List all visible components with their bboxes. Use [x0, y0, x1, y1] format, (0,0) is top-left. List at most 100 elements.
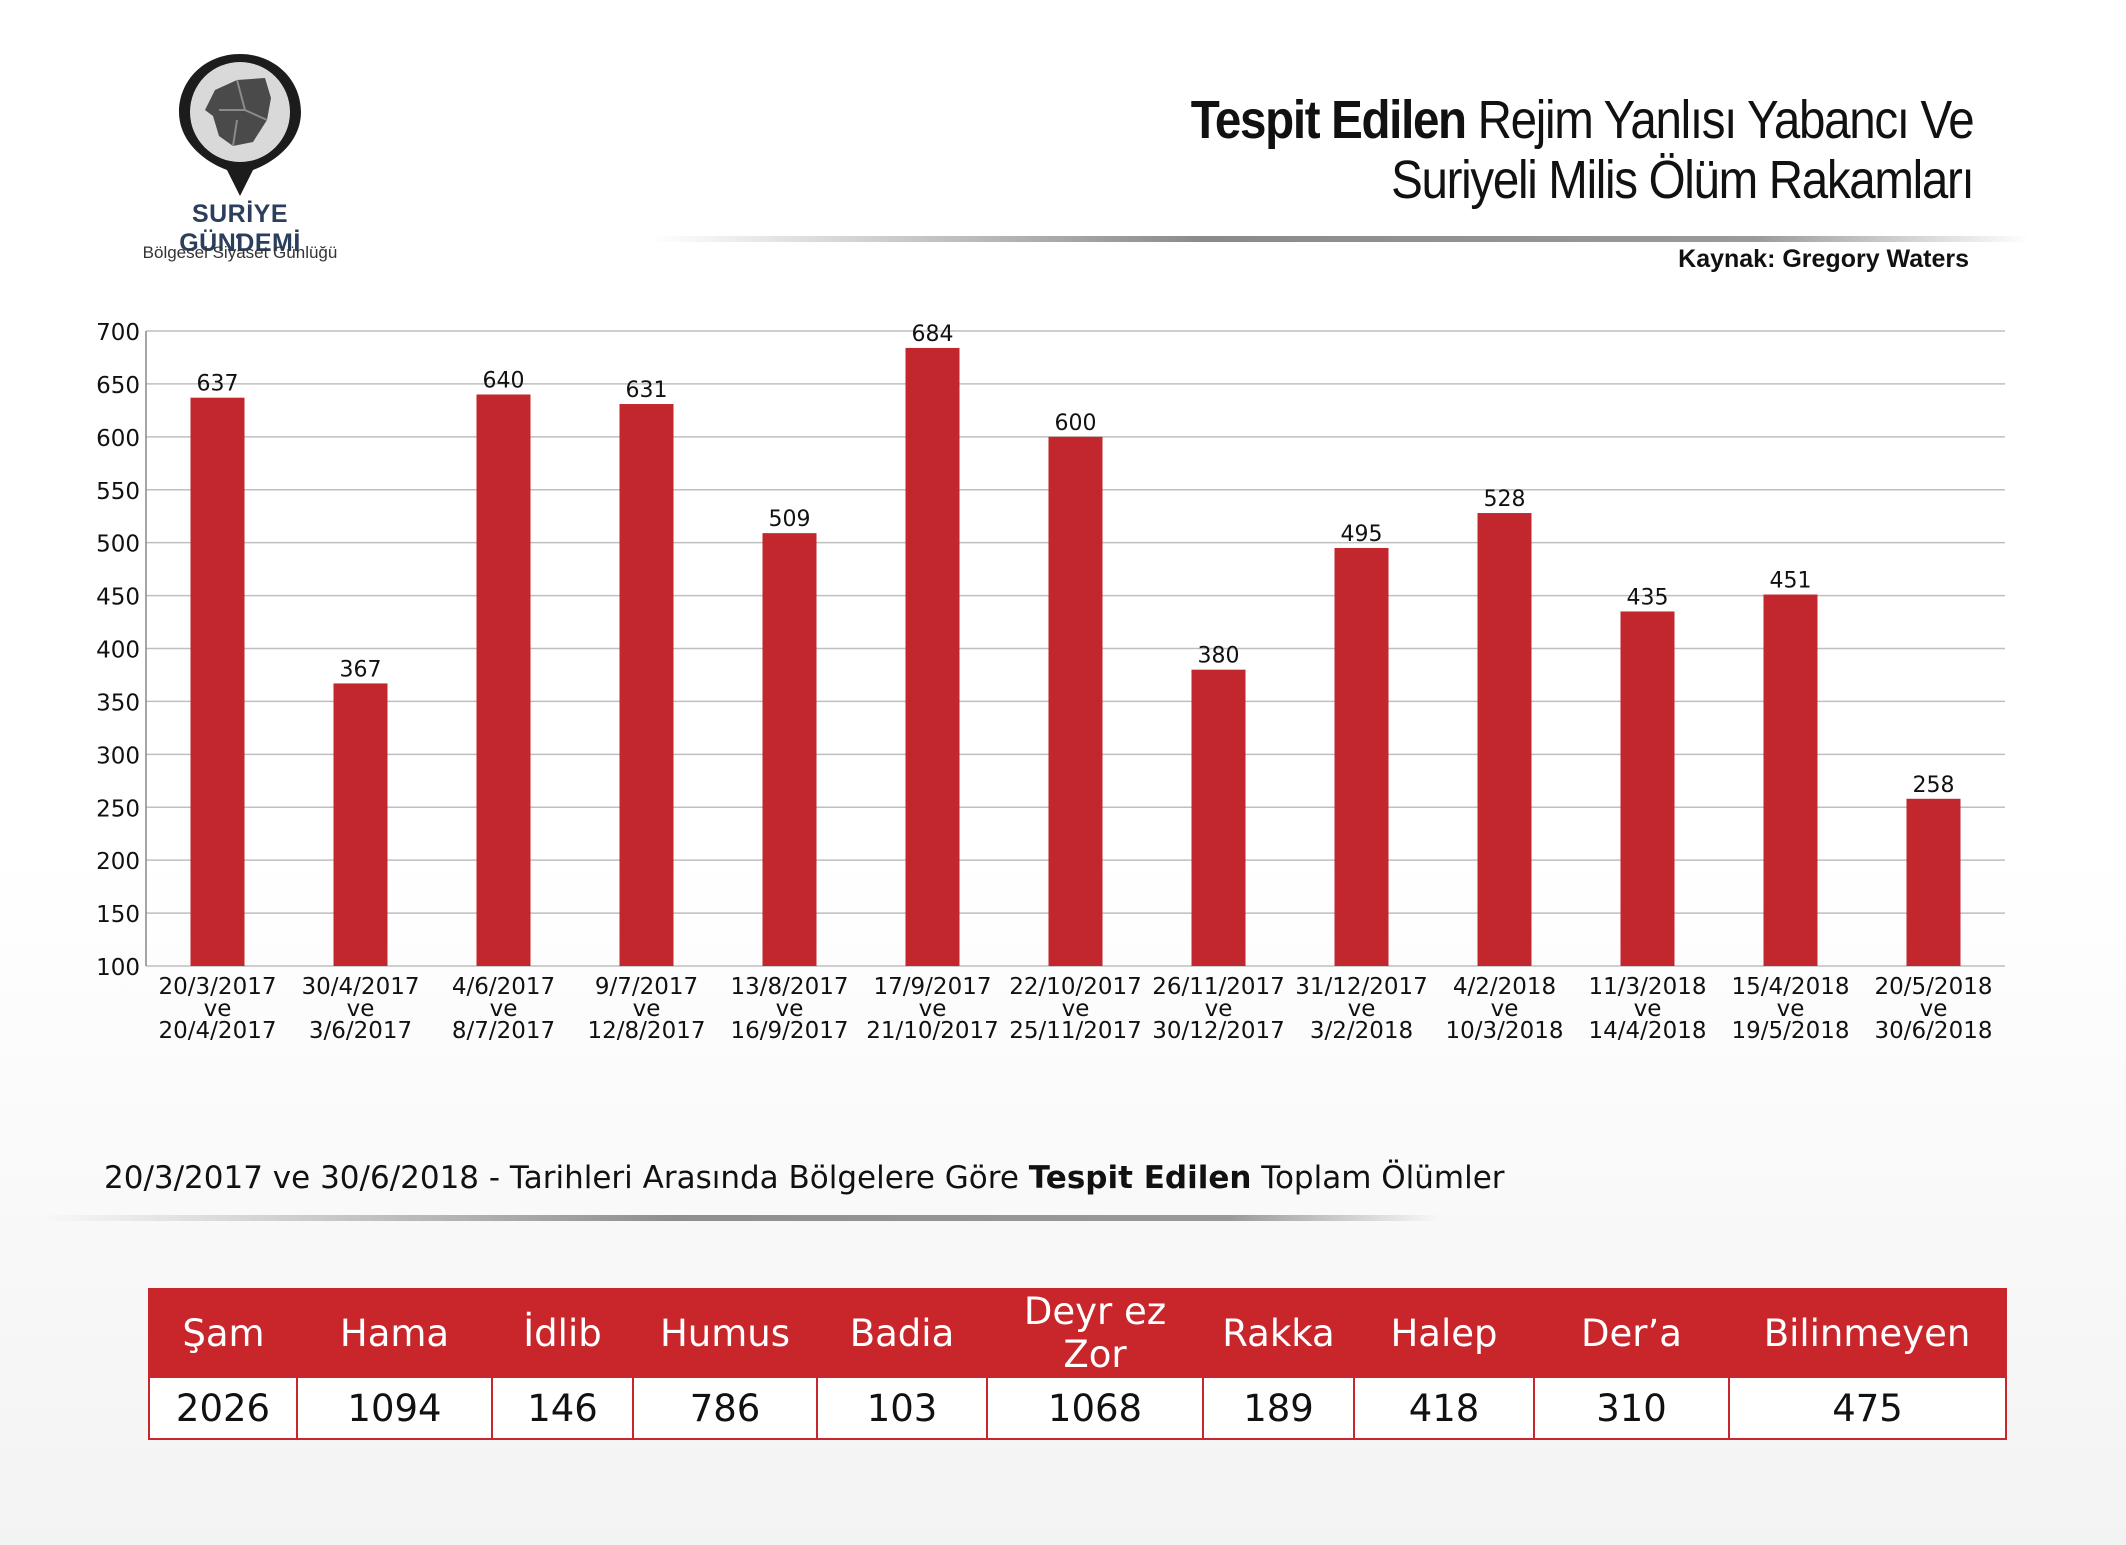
- x-tick-label: 30/12/2017: [1152, 1018, 1285, 1044]
- bar: [1191, 669, 1246, 966]
- x-tick-label: ve: [1634, 996, 1662, 1022]
- bar: [762, 533, 817, 966]
- x-tick-label: 16/9/2017: [731, 1018, 849, 1044]
- y-tick-label: 700: [96, 320, 140, 346]
- bar: [619, 404, 674, 966]
- x-tick-label: 22/10/2017: [1009, 974, 1142, 1000]
- y-tick-label: 650: [96, 373, 140, 399]
- data-label: 509: [769, 507, 811, 532]
- y-tick-label: 600: [96, 426, 140, 452]
- bar: [1334, 547, 1389, 966]
- value-cell: 146: [491, 1376, 634, 1440]
- title-line2: Suriyeli Milis Ölüm Rakamları: [1390, 150, 1975, 210]
- header-cell: Bilinmeyen: [1729, 1289, 2006, 1377]
- bar: [1048, 436, 1103, 966]
- brand-tagline: Bölgesel Siyaset Günlüğü: [142, 243, 338, 262]
- value-cell: 1068: [986, 1376, 1204, 1440]
- x-tick-label: 31/12/2017: [1295, 974, 1428, 1000]
- x-tick-label: ve: [1920, 996, 1948, 1022]
- brand-dot: [236, 234, 241, 239]
- bar: [1477, 513, 1532, 966]
- bar: [1906, 798, 1961, 966]
- table-header-row: Şam Hama İdlib Humus Badia Deyr ez Zor R…: [149, 1289, 2006, 1377]
- x-tick-label: 10/3/2018: [1446, 1018, 1564, 1044]
- header-cell: Hama: [297, 1289, 492, 1377]
- x-tick-label: 4/6/2017: [452, 974, 555, 1000]
- x-tick-label: 12/8/2017: [588, 1018, 706, 1044]
- y-tick-label: 250: [96, 796, 140, 822]
- data-labels: 637 367 640 631 509 684 600 380 495 528 435 451 258: [197, 322, 1955, 798]
- data-label: 258: [1913, 773, 1955, 798]
- x-tick-label: 17/9/2017: [874, 974, 992, 1000]
- y-tick-label: 150: [96, 902, 140, 928]
- value-cell: 786: [632, 1376, 818, 1440]
- bar: [905, 347, 960, 966]
- y-tick-label: 300: [96, 743, 140, 769]
- x-tick-label: ve: [1777, 996, 1805, 1022]
- x-tick-label: 11/3/2018: [1589, 974, 1707, 1000]
- x-tick-label: ve: [204, 996, 232, 1022]
- bar-chart: 100150200250300350400450500550600650700 …: [96, 320, 2005, 1044]
- x-tick-label: ve: [633, 996, 661, 1022]
- title-divider: [650, 236, 2030, 242]
- region-deaths-table: Şam Hama İdlib Humus Badia Deyr ez Zor R…: [148, 1288, 2007, 1440]
- data-label: 528: [1484, 487, 1526, 512]
- x-tick-label: ve: [1062, 996, 1090, 1022]
- brand-logo: SURİYE GÜNDEMİ Bölgesel Siyaset Günlüğü: [140, 50, 340, 280]
- x-tick-label: ve: [490, 996, 518, 1022]
- value-cell: 1094: [296, 1376, 493, 1440]
- x-tick-label: 14/4/2018: [1589, 1018, 1707, 1044]
- x-tick-label: 8/7/2017: [452, 1018, 555, 1044]
- value-cell: 475: [1728, 1376, 2007, 1440]
- x-tick-label: 25/11/2017: [1009, 1018, 1142, 1044]
- y-tick-label: 200: [96, 849, 140, 875]
- x-tick-label: 20/3/2017: [159, 974, 277, 1000]
- data-label: 435: [1627, 585, 1669, 610]
- header-cell: Rakka: [1203, 1289, 1354, 1377]
- x-tick-label: 19/5/2018: [1732, 1018, 1850, 1044]
- x-tick-label: 15/4/2018: [1732, 974, 1850, 1000]
- bar: [190, 397, 245, 966]
- x-axis-ticks: 20/3/2017ve20/4/201730/4/2017ve3/6/20174…: [159, 974, 1993, 1044]
- header-cell: İdlib: [492, 1289, 633, 1377]
- data-label: 640: [483, 369, 525, 394]
- data-label: 495: [1341, 522, 1383, 547]
- bar: [333, 683, 388, 966]
- x-tick-label: ve: [1491, 996, 1519, 1022]
- data-label: 451: [1770, 569, 1812, 594]
- x-tick-label: 20/4/2017: [159, 1018, 277, 1044]
- chart-bars: [190, 347, 1961, 966]
- data-label: 637: [197, 372, 239, 397]
- value-cell: 310: [1533, 1376, 1730, 1440]
- caption-divider: [40, 1215, 1440, 1221]
- x-tick-label: 13/8/2017: [731, 974, 849, 1000]
- title-bold: Tespit Edilen: [1190, 90, 1466, 150]
- header-cell: Şam: [149, 1289, 297, 1377]
- brand-name: SURİYE GÜNDEMİ: [179, 200, 301, 257]
- y-tick-label: 350: [96, 690, 140, 716]
- y-tick-label: 550: [96, 479, 140, 505]
- x-tick-label: 3/2/2018: [1310, 1018, 1413, 1044]
- data-label: 600: [1055, 411, 1097, 436]
- value-cell: 2026: [148, 1376, 298, 1440]
- x-tick-label: ve: [1348, 996, 1376, 1022]
- title-line1-rest: Rejim Yanlısı Yabancı Ve: [1465, 90, 1974, 150]
- y-tick-label: 100: [96, 955, 140, 981]
- y-axis-ticks: 100 150 200 250 300 350 400 450 500 550 600 650 700: [96, 320, 140, 981]
- x-tick-label: 4/2/2018: [1453, 974, 1556, 1000]
- header-cell: Deyr ez Zor: [987, 1289, 1203, 1377]
- x-tick-label: 20/5/2018: [1875, 974, 1993, 1000]
- y-tick-label: 400: [96, 638, 140, 664]
- header-cell: Der’a: [1534, 1289, 1729, 1377]
- x-tick-label: ve: [919, 996, 947, 1022]
- header-cell: Badia: [817, 1289, 987, 1377]
- caption-bold: Tespit Edilen: [1028, 1160, 1252, 1196]
- bar: [1620, 611, 1675, 966]
- data-label: 684: [912, 322, 954, 347]
- map-pin-icon: [179, 54, 301, 196]
- x-tick-label: 26/11/2017: [1152, 974, 1285, 1000]
- x-tick-label: 30/6/2018: [1875, 1018, 1993, 1044]
- x-tick-label: ve: [1205, 996, 1233, 1022]
- x-tick-label: 30/4/2017: [302, 974, 420, 1000]
- header-cell: Humus: [633, 1289, 817, 1377]
